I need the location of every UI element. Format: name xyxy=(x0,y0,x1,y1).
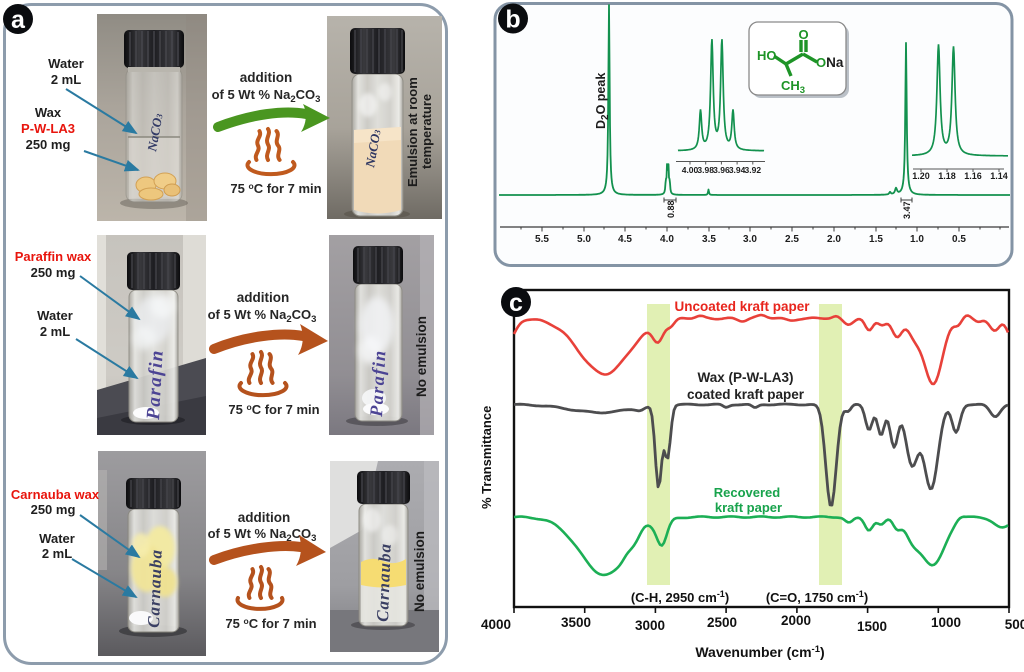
svg-text:D2O peak: D2O peak xyxy=(594,73,611,129)
svg-text:250 mg: 250 mg xyxy=(31,265,76,280)
svg-text:1500: 1500 xyxy=(857,619,887,634)
svg-text:3500: 3500 xyxy=(561,615,591,630)
svg-text:75 oC for 7 min: 75 oC for 7 min xyxy=(228,402,319,417)
svg-text:4.0: 4.0 xyxy=(660,234,674,245)
svg-text:Recovered: Recovered xyxy=(714,485,781,500)
svg-text:Water: Water xyxy=(39,531,75,546)
svg-text:1000: 1000 xyxy=(931,615,961,630)
svg-text:1.16: 1.16 xyxy=(964,171,982,181)
svg-text:Wax (P-W-LA3): Wax (P-W-LA3) xyxy=(698,370,794,385)
svg-text:5.0: 5.0 xyxy=(577,234,591,245)
svg-text:0.5: 0.5 xyxy=(952,234,966,245)
svg-text:coated kraft paper: coated kraft paper xyxy=(687,387,805,402)
svg-text:addition: addition xyxy=(237,290,290,305)
svg-text:4.00: 4.00 xyxy=(682,165,699,175)
svg-text:3.96: 3.96 xyxy=(713,165,730,175)
svg-text:2000: 2000 xyxy=(781,613,811,628)
svg-text:O: O xyxy=(798,27,808,42)
svg-text:2 mL: 2 mL xyxy=(51,72,81,87)
svg-text:No emulsion: No emulsion xyxy=(414,316,429,397)
svg-text:a: a xyxy=(11,6,26,34)
svg-text:5.5: 5.5 xyxy=(535,234,549,245)
svg-text:3.5: 3.5 xyxy=(702,234,716,245)
svg-text:Water: Water xyxy=(48,56,84,71)
svg-text:250 mg: 250 mg xyxy=(31,502,76,517)
svg-text:2500: 2500 xyxy=(707,615,737,630)
svg-text:CH3: CH3 xyxy=(781,78,805,96)
svg-text:kraft paper: kraft paper xyxy=(715,500,782,515)
svg-text:c: c xyxy=(509,289,523,317)
svg-text:Wax: Wax xyxy=(35,105,62,120)
svg-text:temperature: temperature xyxy=(419,94,434,169)
svg-text:3.0: 3.0 xyxy=(743,234,757,245)
svg-text:Wavenumber (cm-1): Wavenumber (cm-1) xyxy=(695,644,824,660)
svg-text:3.47: 3.47 xyxy=(902,201,912,219)
svg-text:NaCO3: NaCO3 xyxy=(362,128,384,170)
svg-text:P-W-LA3: P-W-LA3 xyxy=(21,121,75,136)
svg-text:2 mL: 2 mL xyxy=(40,324,70,339)
svg-text:0.88: 0.88 xyxy=(666,200,676,218)
svg-text:75 oC for 7 min: 75 oC for 7 min xyxy=(225,616,316,631)
svg-text:1.0: 1.0 xyxy=(910,234,924,245)
svg-text:Carnauba: Carnauba xyxy=(144,549,166,628)
svg-text:Parafin: Parafin xyxy=(143,349,168,422)
svg-text:addition: addition xyxy=(240,70,293,85)
svg-text:1.18: 1.18 xyxy=(938,171,956,181)
svg-text:2 mL: 2 mL xyxy=(42,546,72,561)
svg-text:3.92: 3.92 xyxy=(745,165,762,175)
svg-text:% Transmittance: % Transmittance xyxy=(479,406,494,509)
svg-text:Paraffin wax: Paraffin wax xyxy=(15,249,92,264)
svg-text:HO: HO xyxy=(757,48,777,63)
svg-text:Parafin: Parafin xyxy=(366,349,390,418)
svg-text:No emulsion: No emulsion xyxy=(412,531,427,612)
svg-text:(C=O, 1750 cm-1): (C=O, 1750 cm-1) xyxy=(766,589,868,605)
svg-text:3.94: 3.94 xyxy=(729,165,746,175)
svg-text:2.5: 2.5 xyxy=(785,234,799,245)
svg-text:ONa: ONa xyxy=(816,55,844,70)
svg-text:500: 500 xyxy=(1005,617,1024,632)
svg-text:3.98: 3.98 xyxy=(697,165,714,175)
svg-text:Water: Water xyxy=(37,308,73,323)
svg-text:1.20: 1.20 xyxy=(912,171,930,181)
svg-text:4.5: 4.5 xyxy=(618,234,632,245)
svg-text:Uncoated kraft paper: Uncoated kraft paper xyxy=(674,299,810,314)
svg-text:75 oC for 7 min: 75 oC for 7 min xyxy=(230,181,321,196)
svg-text:Carnauba wax: Carnauba wax xyxy=(11,487,100,502)
svg-text:NaCO3: NaCO3 xyxy=(144,112,166,154)
svg-text:4000: 4000 xyxy=(481,617,511,632)
svg-text:(C-H, 2950 cm-1): (C-H, 2950 cm-1) xyxy=(631,589,729,605)
svg-text:b: b xyxy=(505,6,520,34)
svg-text:250 mg: 250 mg xyxy=(26,137,71,152)
svg-text:addition: addition xyxy=(238,510,291,525)
svg-text:Emulsion at room: Emulsion at room xyxy=(405,77,420,187)
svg-text:1.5: 1.5 xyxy=(869,234,883,245)
svg-text:1.14: 1.14 xyxy=(990,171,1008,181)
svg-text:2.0: 2.0 xyxy=(827,234,841,245)
svg-text:Carnauba: Carnauba xyxy=(373,543,395,622)
svg-text:3000: 3000 xyxy=(635,618,665,633)
